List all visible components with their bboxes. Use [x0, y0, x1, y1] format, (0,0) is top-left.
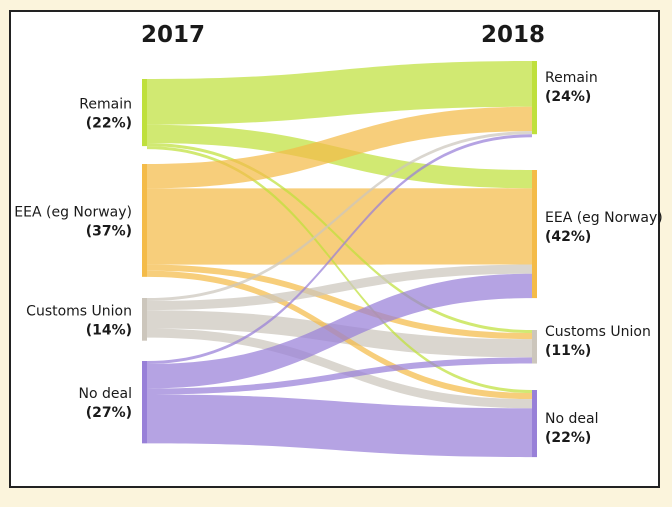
chart-frame: Remain (22%) EEA (eg Norway) (37%) Customs U… [9, 10, 662, 488]
year-2018-title: 2018 [481, 22, 545, 48]
pct-2017-remain: (22%) [86, 116, 132, 132]
flow-no-deal-to-eea-eg-norway [147, 273, 532, 389]
label-2018-remain: Remain [545, 70, 598, 86]
node-2018-no-deal [532, 390, 537, 458]
node-2017-no-deal [142, 361, 147, 444]
pct-2017-no-deal: (27%) [86, 405, 132, 421]
label-2017-no-deal: No deal [79, 386, 132, 402]
node-2018-eea-eg-norway [532, 170, 537, 299]
flow-remain-to-no-deal [147, 146, 532, 394]
year-2017-title: 2017 [141, 22, 205, 48]
labels-layer: Remain (22%) EEA (eg Norway) (37%) Customs U… [14, 70, 662, 446]
flow-eea-eg-norway-to-customs-union [147, 264, 532, 340]
flow-no-deal-to-customs-union [147, 357, 532, 395]
flows-layer [147, 61, 532, 458]
flow-remain-to-remain [147, 61, 532, 125]
label-2018-eea-eg-norway: EEA (eg Norway) [545, 210, 662, 226]
nodes-layer [142, 61, 537, 458]
flow-customs-union-to-eea-eg-norway [147, 264, 532, 311]
pct-2018-eea-eg-norway: (42%) [545, 229, 591, 245]
label-2017-remain: Remain [79, 97, 132, 113]
label-2017-customs-union: Customs Union [26, 303, 132, 319]
flow-eea-eg-norway-to-remain [147, 106, 532, 189]
pct-2017-eea-eg-norway: (37%) [86, 223, 132, 239]
flow-no-deal-to-remain [147, 134, 532, 365]
sankey-chart: Remain (22%) EEA (eg Norway) (37%) Customs U… [14, 22, 662, 458]
label-2018-customs-union: Customs Union [545, 324, 651, 340]
pct-2018-remain: (24%) [545, 89, 591, 105]
flow-no-deal-to-no-deal [147, 394, 532, 458]
node-2017-customs-union [142, 298, 147, 341]
label-2018-no-deal: No deal [545, 411, 598, 427]
flow-customs-union-to-no-deal [147, 328, 532, 409]
node-2018-remain [532, 61, 537, 135]
pct-2018-no-deal: (22%) [545, 430, 591, 446]
node-2018-customs-union [532, 330, 537, 364]
label-2017-eea-eg-norway: EEA (eg Norway) [14, 204, 132, 220]
node-2017-eea-eg-norway [142, 164, 147, 277]
pct-2017-customs-union: (14%) [86, 322, 132, 338]
flow-eea-eg-norway-to-eea-eg-norway [147, 188, 532, 265]
flow-customs-union-to-remain [147, 131, 532, 302]
pct-2018-customs-union: (11%) [545, 343, 591, 359]
node-2017-remain [142, 79, 147, 147]
flow-remain-to-customs-union [147, 143, 532, 334]
